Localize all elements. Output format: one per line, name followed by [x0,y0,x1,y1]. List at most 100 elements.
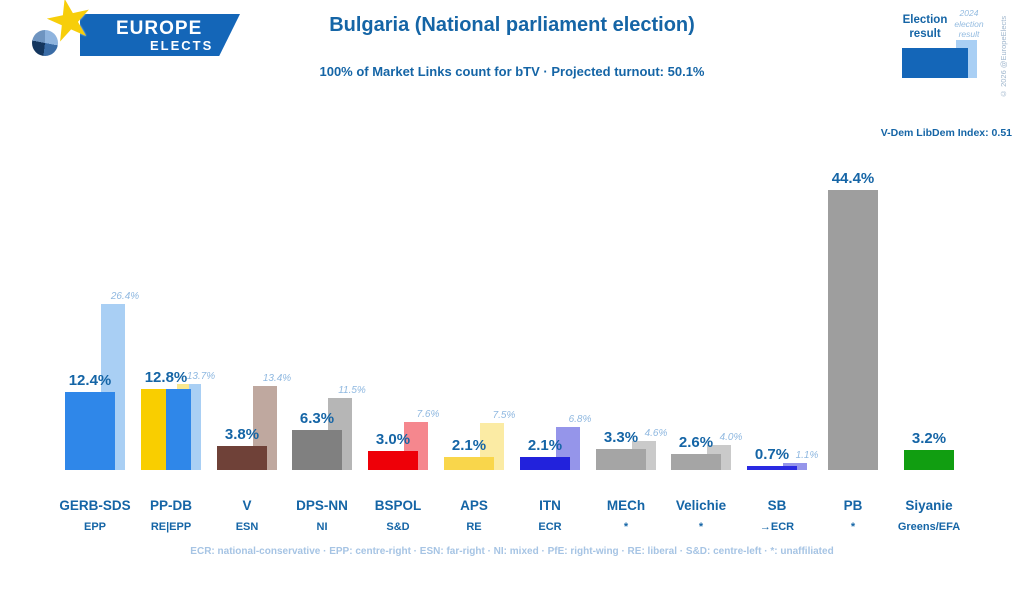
bars-v: 13.4% 3.8% [209,150,291,470]
poll-value: 3.0% [375,431,411,449]
poll-bar [747,465,797,470]
pie-chart-logo-icon [32,30,58,56]
party-name-label: PP-DB [149,498,192,513]
bars-siyanie: 3.2% [891,150,967,470]
party-name-label: BSPOL [374,498,422,513]
poll-bar [65,391,115,470]
bars-itn: 6.8% 2.1% [512,150,591,470]
party-bloc-label: Greens/EFA [897,521,961,533]
bar-group-dps-nn: 11.5% 6.3% DPS-NN NI [284,150,366,590]
bars-mech: 4.6% 3.3% [588,150,667,470]
poll-bar [141,389,166,470]
bar-group-pb: 44.4% PB * [815,150,891,590]
party-name-label: APS [460,498,488,513]
poll-bar [292,430,342,470]
poll-value: 12.8% [144,369,188,387]
poll-bar [904,449,954,470]
poll-value: 12.4% [68,371,112,389]
election-result-value: 4.6% [644,428,668,440]
bar-group-sb: 1.1% 0.7% SB →ECR [739,150,818,590]
poll-value: 44.4% [831,170,875,188]
party-name-label: Velichie [675,498,727,513]
election-result-value: 7.6% [416,409,440,421]
bar-group-v: 13.4% 3.8% V ESN [209,150,291,590]
election-result-value: 13.4% [262,372,292,384]
bloc-legend-footer: ECR: national-conservative · EPP: centre… [190,546,834,557]
bar-group-aps: 7.5% 2.1% APS RE [436,150,515,590]
election-result-value: 26.4% [110,290,140,302]
legend-election-result-bar [902,48,968,78]
poll-bar [671,453,721,470]
poll-value: 6.3% [299,410,335,428]
poll-bar [596,449,646,470]
result-legend: Election result 2024 election result [898,6,988,84]
poll-value: 0.7% [754,445,790,463]
party-bloc-label: S&D [386,521,410,533]
bars-velichie: 4.0% 2.6% [663,150,742,470]
party-bloc-label: * [850,521,856,533]
party-name-label: ITN [539,498,561,513]
bars-aps: 7.5% 2.1% [436,150,515,470]
bar-group-mech: 4.6% 3.3% MECh * [588,150,667,590]
poll-value: 3.8% [224,426,260,444]
party-name-label: DPS-NN [296,498,348,513]
page-subtitle: 100% of Market Links count for bTV · Pro… [319,64,705,79]
election-result-value: 1.1% [795,450,819,462]
party-bloc-label: NI [316,521,328,533]
logo-text-elects: ELECTS [150,38,214,53]
europe-elects-logo: EUROPE ELECTS ★ [24,0,240,66]
election-result-value: 11.5% [338,384,366,396]
poll-value: 3.3% [603,429,639,447]
election-result-bar [189,383,201,470]
party-name-label: SB [767,498,787,513]
bar-group-gerb-sds: 26.4% 12.4% GERB-SDS EPP [57,150,139,590]
party-name-label: MECh [606,498,646,513]
bars-pb: 44.4% [815,150,891,470]
poll-value: 2.6% [678,433,714,451]
poll-bar [166,389,191,470]
logo-text-europe: EUROPE [116,18,203,39]
election-result-value: 7.5% [492,409,516,421]
party-bloc-label: * [623,521,629,533]
bar-group-bspol: 7.6% 3.0% BSPOL S&D [360,150,439,590]
party-bloc-label: * [698,521,704,533]
poll-value: 2.1% [527,436,563,454]
party-bloc-label: ECR [538,521,562,533]
party-bloc-label: EPP [83,521,106,533]
bars-sb: 1.1% 0.7% [739,150,818,470]
party-name-label: GERB-SDS [59,498,131,513]
bar-group-velichie: 4.0% 2.6% Velichie * [663,150,742,590]
election-result-value: 4.0% [719,431,743,443]
poll-bar [217,446,267,470]
party-name-label: V [242,498,252,513]
vdem-index-label: V-Dem LibDem Index: 0.51 [880,127,1012,139]
poll-bar [444,456,494,470]
bar-chart: 26.4% 12.4% GERB-SDS EPP 13.7% 12.8% PP-DB RE|E… [0,150,1024,590]
bar-group-itn: 6.8% 2.1% ITN ECR [512,150,591,590]
bars-gerb-sds: 26.4% 12.4% [57,150,139,470]
legend-election-result-label: Election result [902,14,948,40]
bars-bspol: 7.6% 3.0% [360,150,439,470]
legend-2024-result-label: 2024 election result [954,8,984,40]
poll-bar [828,190,878,470]
bars-pp-db: 13.7% 12.8% [133,150,215,470]
copyright-watermark: © 2026 @EuropeElects [999,15,1008,98]
logo-banner: EUROPE ELECTS [80,14,240,56]
bars-dps-nn: 11.5% 6.3% [284,150,366,470]
page-title: Bulgaria (National parliament election) [329,14,695,36]
election-result-value: 6.8% [568,414,592,426]
poll-bar [520,456,570,470]
party-name-label: PB [843,498,863,513]
poll-bar [368,451,418,470]
party-bloc-label: →ECR [759,521,795,533]
poll-value: 2.1% [451,436,487,454]
party-bloc-label: RE [466,521,482,533]
election-result-value: 13.7% [186,370,216,382]
bar-group-pp-db: 13.7% 12.8% PP-DB RE|EPP [133,150,215,590]
party-bloc-label: RE|EPP [150,521,192,533]
party-bloc-label: ESN [235,521,259,533]
bar-group-siyanie: 3.2% Siyanie Greens/EFA [891,150,967,590]
poll-value: 3.2% [911,429,947,447]
party-name-label: Siyanie [905,498,953,513]
